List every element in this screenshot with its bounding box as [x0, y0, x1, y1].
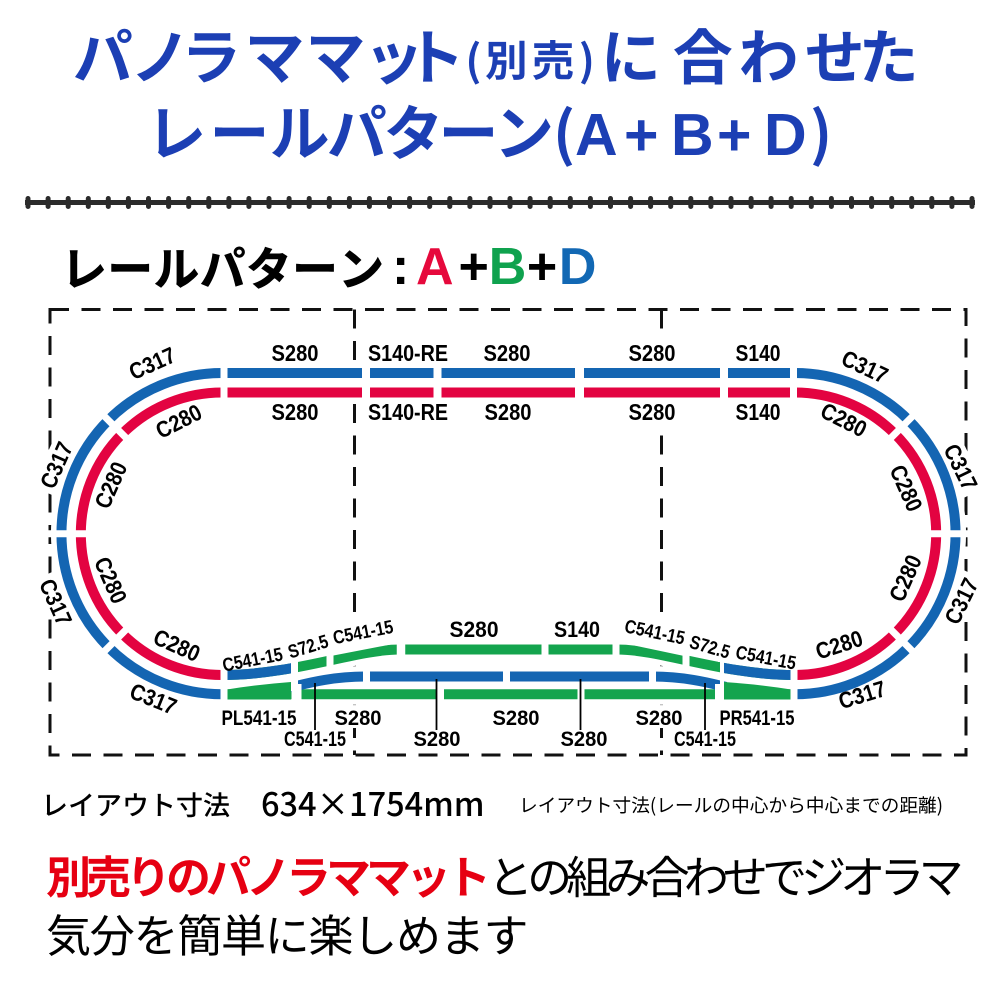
svg-text:+: +: [527, 238, 557, 296]
svg-text:S280: S280: [450, 617, 499, 642]
svg-text:S280: S280: [629, 340, 676, 366]
svg-text:C541-15: C541-15: [674, 727, 736, 751]
svg-text:S140: S140: [736, 340, 781, 366]
svg-text:+: +: [459, 238, 489, 296]
svg-text:+: +: [624, 102, 658, 168]
svg-text:+: +: [717, 102, 751, 168]
svg-text:S140-RE: S140-RE: [368, 399, 448, 425]
svg-text:A: A: [575, 102, 618, 168]
svg-text:S280: S280: [561, 727, 608, 751]
svg-text:S280: S280: [636, 706, 683, 730]
svg-text:PL541-15: PL541-15: [222, 706, 297, 730]
svg-text:S140: S140: [736, 399, 781, 425]
svg-text:S280: S280: [272, 340, 319, 366]
svg-text:S140-RE: S140-RE: [368, 340, 448, 366]
svg-text:S280: S280: [272, 399, 319, 425]
svg-text:D: D: [764, 102, 807, 168]
svg-text:S280: S280: [485, 399, 532, 425]
svg-text:PR541-15: PR541-15: [720, 706, 795, 730]
svg-text:C541-15: C541-15: [284, 727, 346, 751]
svg-text::: :: [392, 238, 409, 296]
svg-text:S280: S280: [484, 340, 531, 366]
svg-text:S280: S280: [335, 706, 382, 730]
svg-text:A: A: [416, 238, 454, 296]
svg-text:S280: S280: [414, 727, 461, 751]
svg-text:S280: S280: [629, 399, 676, 425]
svg-text:B: B: [489, 238, 527, 296]
svg-text:D: D: [559, 238, 597, 296]
svg-text:B: B: [671, 102, 714, 168]
svg-text:S140: S140: [554, 617, 600, 642]
svg-text:S280: S280: [493, 706, 540, 730]
